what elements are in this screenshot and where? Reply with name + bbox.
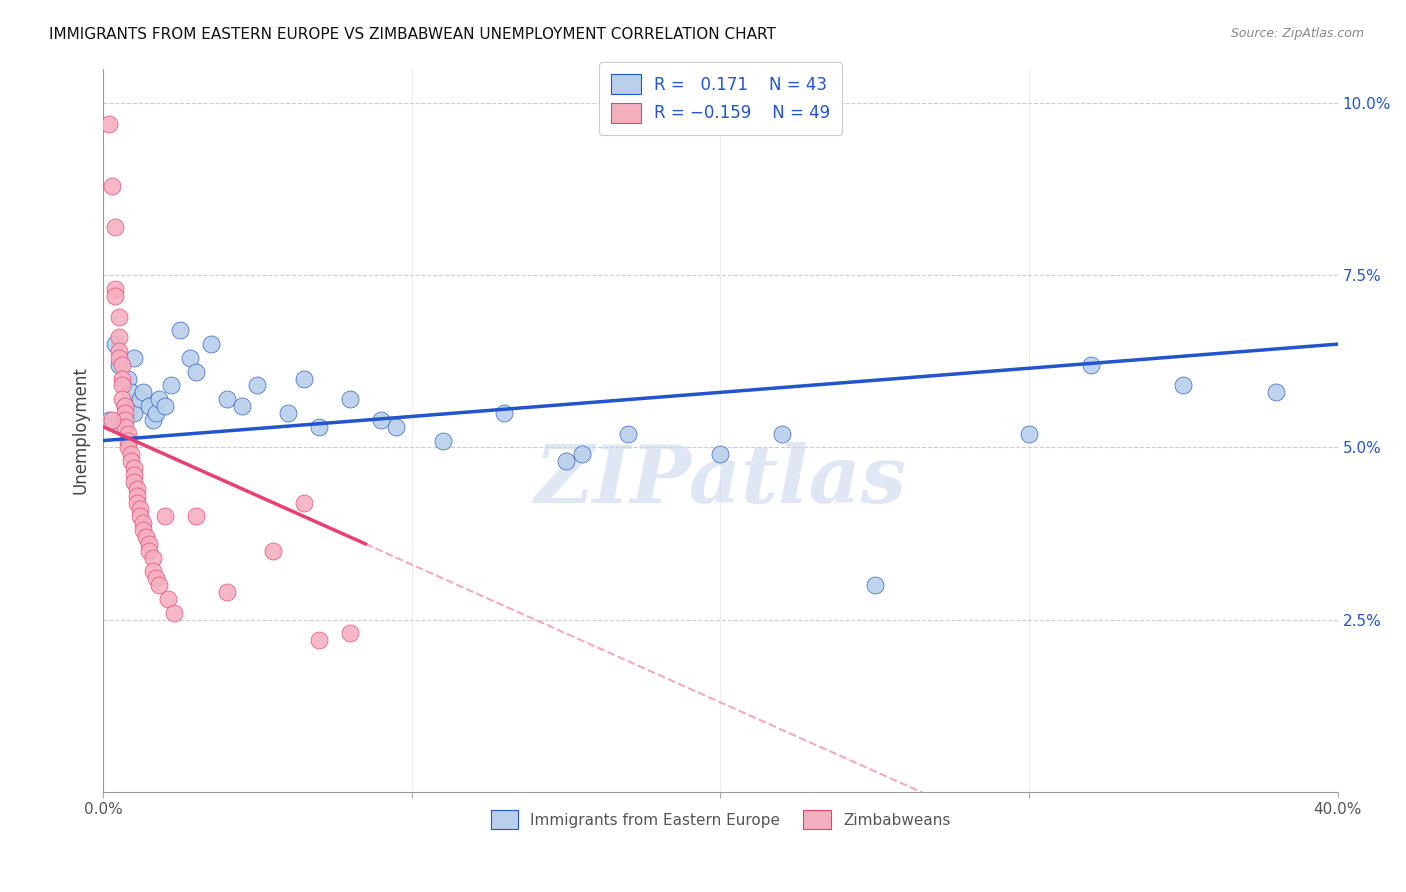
Point: [432, 434, 454, 448]
Point: [339, 626, 361, 640]
Point: [231, 399, 253, 413]
Point: [117, 406, 139, 420]
Point: [122, 475, 145, 489]
Point: [132, 523, 155, 537]
Point: [111, 378, 134, 392]
Point: [98, 413, 121, 427]
Point: [122, 461, 145, 475]
Point: [125, 495, 148, 509]
Point: [129, 392, 152, 407]
Point: [107, 358, 129, 372]
Point: [114, 419, 136, 434]
Point: [141, 550, 163, 565]
Point: [184, 365, 207, 379]
Point: [135, 530, 157, 544]
Point: [104, 337, 127, 351]
Point: [117, 441, 139, 455]
Point: [101, 413, 124, 427]
Point: [179, 351, 201, 365]
Point: [107, 330, 129, 344]
Point: [111, 419, 134, 434]
Point: [114, 413, 136, 427]
Point: [770, 426, 793, 441]
Point: [709, 447, 731, 461]
Point: [1080, 358, 1102, 372]
Point: [117, 371, 139, 385]
Point: [107, 351, 129, 365]
Point: [308, 419, 330, 434]
Point: [101, 178, 124, 193]
Point: [246, 378, 269, 392]
Point: [104, 289, 127, 303]
Point: [292, 371, 315, 385]
Point: [215, 392, 238, 407]
Point: [308, 633, 330, 648]
Point: [117, 434, 139, 448]
Point: [107, 344, 129, 359]
Point: [1173, 378, 1195, 392]
Point: [215, 585, 238, 599]
Text: ZIPatlas: ZIPatlas: [534, 442, 907, 520]
Point: [114, 399, 136, 413]
Point: [370, 413, 392, 427]
Point: [160, 378, 183, 392]
Text: IMMIGRANTS FROM EASTERN EUROPE VS ZIMBABWEAN UNEMPLOYMENT CORRELATION CHART: IMMIGRANTS FROM EASTERN EUROPE VS ZIMBAB…: [49, 27, 776, 42]
Point: [120, 454, 142, 468]
Point: [138, 537, 160, 551]
Point: [617, 426, 640, 441]
Point: [494, 406, 516, 420]
Point: [145, 406, 167, 420]
Point: [1018, 426, 1040, 441]
Point: [117, 426, 139, 441]
Point: [184, 509, 207, 524]
Point: [132, 516, 155, 531]
Point: [555, 454, 578, 468]
Point: [571, 447, 593, 461]
Point: [153, 399, 176, 413]
Point: [145, 571, 167, 585]
Point: [148, 392, 170, 407]
Legend: Immigrants from Eastern Europe, Zimbabweans: Immigrants from Eastern Europe, Zimbabwe…: [485, 804, 956, 835]
Point: [156, 592, 179, 607]
Point: [114, 399, 136, 413]
Point: [169, 323, 191, 337]
Point: [141, 413, 163, 427]
Point: [98, 117, 121, 131]
Y-axis label: Unemployment: Unemployment: [72, 367, 89, 494]
Point: [125, 482, 148, 496]
Point: [122, 468, 145, 483]
Point: [385, 419, 408, 434]
Point: [122, 406, 145, 420]
Point: [262, 544, 284, 558]
Point: [122, 351, 145, 365]
Point: [129, 509, 152, 524]
Point: [111, 392, 134, 407]
Point: [1265, 385, 1288, 400]
Point: [141, 565, 163, 579]
Point: [277, 406, 299, 420]
Point: [200, 337, 222, 351]
Point: [863, 578, 886, 592]
Point: [111, 358, 134, 372]
Point: [292, 495, 315, 509]
Point: [153, 509, 176, 524]
Point: [120, 447, 142, 461]
Point: [104, 219, 127, 234]
Point: [107, 310, 129, 324]
Point: [129, 502, 152, 516]
Point: [132, 385, 155, 400]
Point: [125, 489, 148, 503]
Text: Source: ZipAtlas.com: Source: ZipAtlas.com: [1230, 27, 1364, 40]
Point: [120, 385, 142, 400]
Point: [104, 282, 127, 296]
Point: [148, 578, 170, 592]
Point: [339, 392, 361, 407]
Point: [114, 406, 136, 420]
Point: [138, 399, 160, 413]
Point: [163, 606, 186, 620]
Point: [138, 544, 160, 558]
Point: [111, 371, 134, 385]
